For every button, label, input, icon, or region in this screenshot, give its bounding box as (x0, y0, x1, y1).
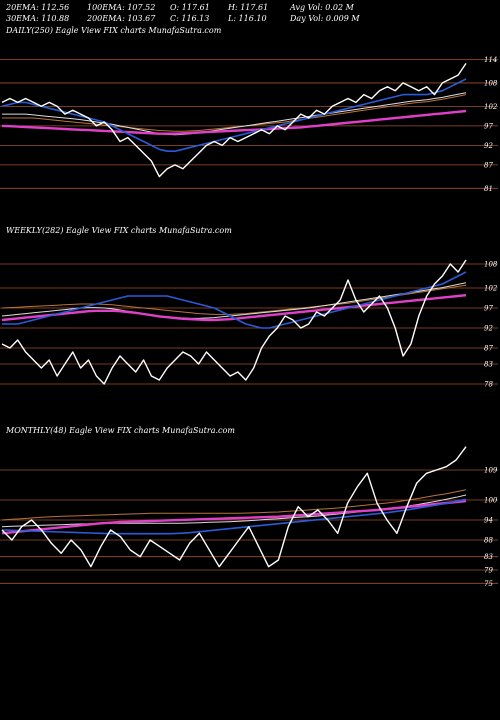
monthly-chart: 109 100 94 88 83 79 75 (0, 446, 498, 588)
monthly-y-tick-label: 83 (484, 553, 493, 561)
weekly-chart-title: WEEKLY(282) Eagle View FIX charts Munafa… (6, 226, 232, 235)
header-ema100: 100EMA: 107.52 (87, 3, 156, 12)
daily-y-tick-label: 92 (484, 142, 493, 150)
daily-y-tick-label: 81 (484, 185, 493, 193)
header-close: C: 116.13 (170, 14, 210, 23)
header-low: L: 116.10 (228, 14, 267, 23)
weekly-ema-blue-line (2, 271, 467, 329)
weekly-price-line (1, 259, 467, 385)
weekly-chart: 108 102 97 92 87 83 78 (0, 259, 498, 389)
daily-chart: 114 108 102 97 92 87 81 (0, 56, 498, 193)
daily-ema-orange-line (2, 94, 467, 132)
monthly-ema-magenta-line (1, 499, 467, 535)
daily-y-tick-label: 114 (484, 56, 497, 64)
monthly-y-tick-label: 88 (484, 537, 493, 545)
header-day-vol: Day Vol: 0.009 M (290, 14, 360, 23)
weekly-y-tick-label: 108 (484, 261, 498, 269)
weekly-y-tick-label: 87 (484, 345, 493, 353)
daily-y-tick-label: 87 (484, 161, 493, 169)
monthly-chart-title: MONTHLY(48) Eagle View FIX charts Munafa… (6, 426, 235, 435)
header-avg-vol: Avg Vol: 0.02 M (290, 3, 354, 12)
daily-chart-title: DAILY(250) Eagle View FIX charts MunafaS… (6, 26, 222, 35)
daily-ema-magenta-line (1, 109, 467, 135)
daily-y-tick-label: 108 (484, 79, 498, 87)
monthly-y-tick-label: 75 (484, 580, 493, 588)
header-ema200: 200EMA: 103.67 (87, 14, 156, 23)
monthly-ema-orange-line (1, 489, 467, 521)
monthly-y-tick-label: 79 (484, 567, 493, 575)
daily-ema-blue-line (1, 78, 467, 152)
monthly-y-tick-label: 109 (484, 467, 498, 475)
weekly-y-tick-label: 92 (484, 325, 493, 333)
monthly-price-line (1, 446, 467, 568)
daily-ema-white-line (2, 92, 467, 136)
header-ema20: 20EMA: 112.56 (6, 3, 70, 12)
monthly-ema-blue-line (1, 498, 467, 535)
weekly-y-tick-label: 83 (484, 361, 493, 369)
monthly-y-tick-label: 100 (484, 497, 498, 505)
weekly-y-tick-label: 102 (484, 285, 498, 293)
header-ema30: 30EMA: 110.88 (6, 14, 70, 23)
header-open: O: 117.61 (170, 3, 210, 12)
daily-y-tick-label: 97 (484, 122, 493, 130)
daily-price-line (1, 63, 467, 178)
header-high: H: 117.61 (228, 3, 269, 12)
weekly-y-tick-label: 78 (484, 381, 493, 389)
monthly-y-tick-label: 94 (484, 517, 493, 525)
weekly-y-tick-label: 97 (484, 305, 493, 313)
daily-y-tick-label: 102 (484, 103, 498, 111)
